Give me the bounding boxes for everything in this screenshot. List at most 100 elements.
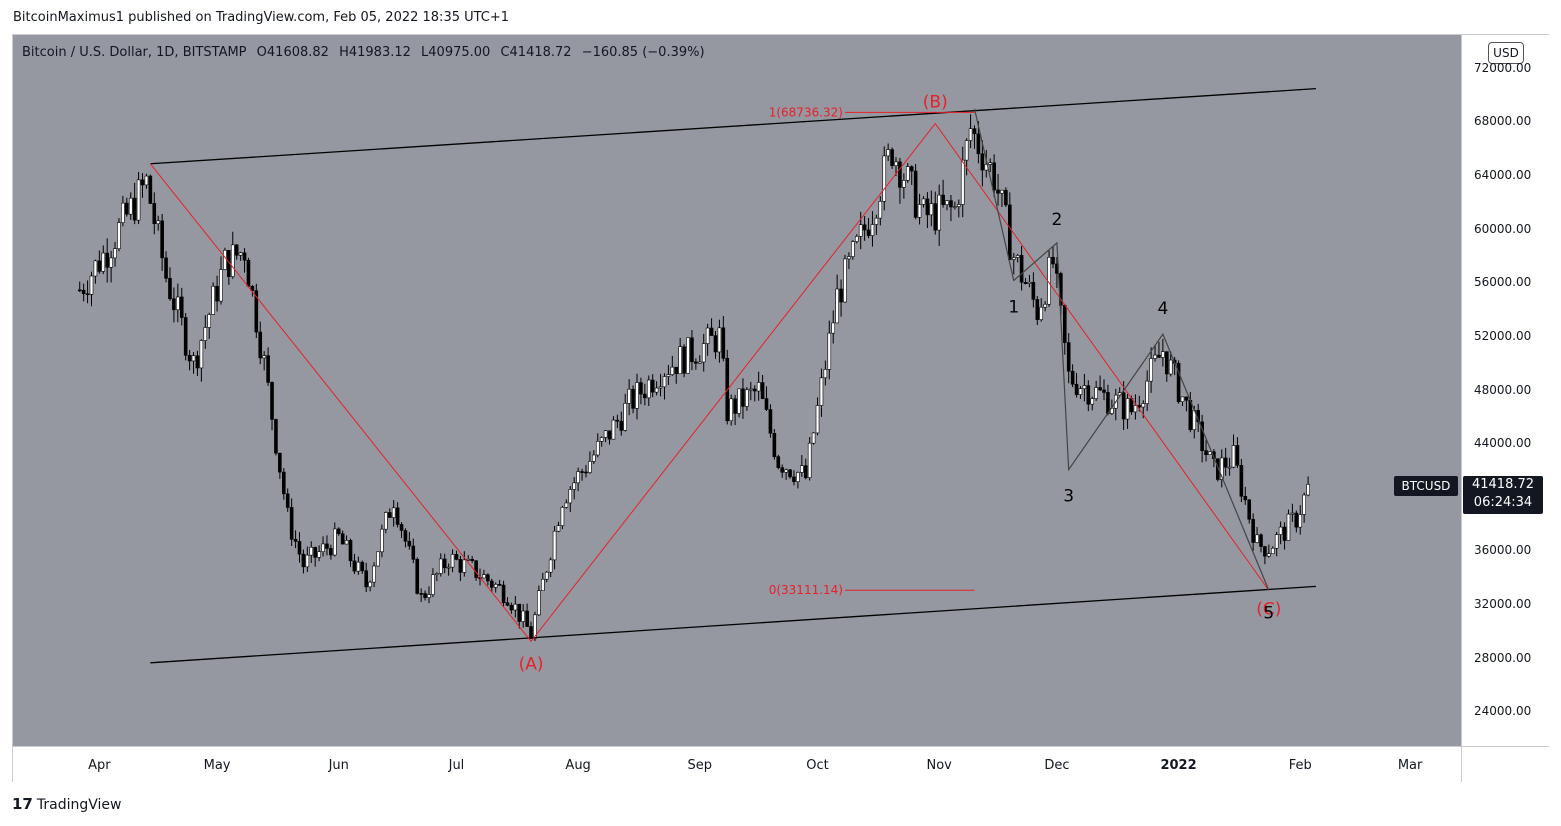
candle-up <box>101 252 106 272</box>
candle-up <box>937 194 941 231</box>
candle-down <box>399 524 404 531</box>
candle-up <box>595 441 600 456</box>
candle-down <box>1062 304 1067 343</box>
plot-area[interactable] <box>13 35 1461 746</box>
candle-down <box>690 337 694 363</box>
candle-down <box>1023 281 1028 284</box>
candle-down <box>258 331 263 359</box>
candle-down <box>1137 405 1142 408</box>
candle-up <box>1149 358 1153 382</box>
candle-down <box>1051 257 1055 265</box>
change-value: −160.85 (−0.39%) <box>581 45 705 60</box>
candle-down <box>497 584 502 586</box>
candle-up <box>556 525 561 532</box>
candle-down <box>776 456 781 468</box>
candle-up <box>207 314 212 328</box>
candle-up <box>572 482 577 490</box>
candle-up <box>878 201 883 219</box>
candle-down <box>760 382 765 399</box>
candle-up <box>199 340 204 369</box>
candle-down <box>160 220 164 259</box>
candle-down <box>615 419 620 422</box>
x-tick-label: Apr <box>88 758 111 773</box>
candle-down <box>1129 398 1134 413</box>
candle-up <box>1278 526 1283 535</box>
candle-down <box>281 471 286 495</box>
candle-down <box>650 379 655 393</box>
candle-down <box>780 467 785 473</box>
candle-down <box>458 559 463 573</box>
y-tick-label: 68000.00 <box>1474 114 1532 129</box>
candle-down <box>1282 526 1287 541</box>
candle-up <box>230 244 235 277</box>
candle-up <box>1078 388 1083 395</box>
candle-down <box>607 430 612 440</box>
wave-a-label: (A) <box>519 654 544 674</box>
candle-up <box>905 166 910 181</box>
x-tick-label: Jun <box>328 758 349 773</box>
bar-countdown: 06:24:34 <box>1473 495 1533 510</box>
candle-down <box>352 560 357 572</box>
channel-lower-line <box>150 585 1316 664</box>
candle-up <box>666 374 671 377</box>
candle-down <box>183 317 188 356</box>
candle-up <box>800 465 804 473</box>
candle-up <box>960 159 965 205</box>
candle-down <box>1004 189 1008 206</box>
candle-up <box>843 258 847 303</box>
candle-down <box>407 540 412 547</box>
candle-down <box>195 355 200 369</box>
candle-down <box>898 161 902 188</box>
candle-up <box>1141 403 1146 408</box>
candle-up <box>89 275 94 295</box>
last-price-badge: 41418.72 06:24:34 <box>1463 476 1543 514</box>
candle-down <box>348 540 353 562</box>
candle-up <box>1270 547 1275 555</box>
candle-up <box>1094 387 1098 399</box>
candle-up <box>635 382 639 409</box>
candle-up <box>1208 451 1212 455</box>
x-tick-label: Nov <box>926 758 952 773</box>
candle-down <box>242 252 247 261</box>
x-tick-label: Dec <box>1044 758 1070 773</box>
y-tick-label: 64000.00 <box>1474 167 1532 182</box>
close-label: C <box>500 45 510 60</box>
candle-up <box>446 566 451 569</box>
candle-down <box>486 574 490 582</box>
candle-down <box>925 198 930 216</box>
candle-up <box>533 614 537 639</box>
candle-down <box>285 493 290 508</box>
candle-down <box>764 398 769 410</box>
candle-down <box>980 153 985 171</box>
wave-b-label: (B) <box>923 93 948 113</box>
symbol-legend: Bitcoin / U.S. Dollar, 1D, BITSTAMP O416… <box>22 45 711 60</box>
subwave-4-label: 4 <box>1157 299 1168 319</box>
candle-down <box>234 244 239 256</box>
price-axis[interactable] <box>1461 35 1549 746</box>
candle-down <box>336 528 341 534</box>
candle-up <box>560 507 565 526</box>
currency-button[interactable]: USD <box>1488 42 1524 64</box>
candle-down <box>1066 342 1071 372</box>
candle-down <box>501 584 506 603</box>
candle-up <box>957 204 961 207</box>
candle-up <box>384 512 388 530</box>
candle-down <box>81 289 86 295</box>
high-value: 41983.12 <box>348 45 411 60</box>
candle-up <box>807 442 812 478</box>
candle-down <box>140 179 145 186</box>
candle-up <box>603 430 608 438</box>
candle-up <box>309 546 314 556</box>
candle-up <box>450 554 455 568</box>
time-axis[interactable] <box>13 746 1461 782</box>
candle-up <box>1125 398 1130 420</box>
candle-up <box>176 296 180 311</box>
subwave-3-label: 3 <box>1063 487 1074 507</box>
candle-down <box>364 570 369 588</box>
candle-up <box>1145 380 1149 404</box>
candle-down <box>643 393 647 399</box>
candle-up <box>1302 494 1306 515</box>
candle-up <box>854 236 859 242</box>
candle-up <box>902 180 906 188</box>
